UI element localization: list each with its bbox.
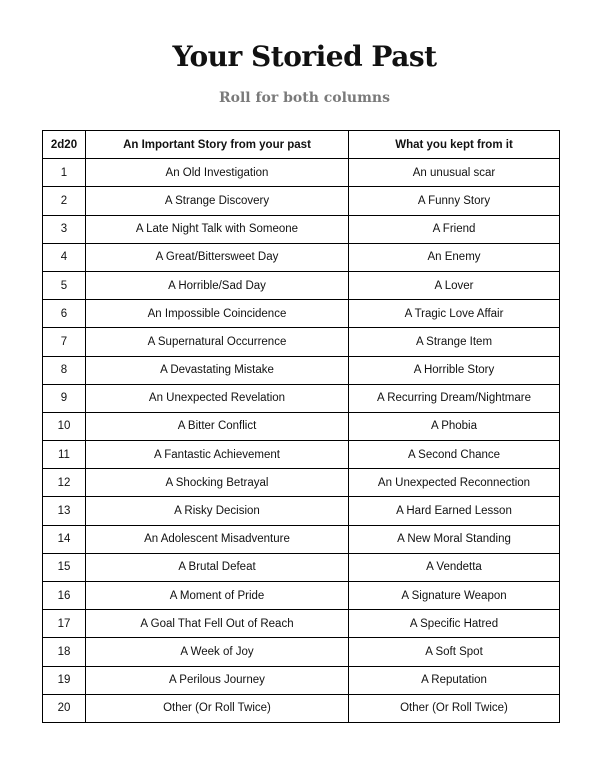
table-row: 20 Other (Or Roll Twice) Other (Or Roll Tw… [42,693,560,723]
story-cell: A Fantastic Achievement [85,440,349,470]
kept-cell: A Funny Story [348,186,560,216]
kept-cell: A Lover [348,270,560,301]
kept-cell: A Tragic Love Affair [348,299,560,329]
roll-number: 3 [42,214,86,244]
roll-table: 2d20 An Important Story from your past W… [42,129,560,723]
story-cell: A Week of Joy [85,637,349,667]
story-cell: A Brutal Defeat [85,552,349,583]
roll-number: 19 [42,665,86,695]
roll-number: 18 [42,637,86,667]
story-cell: A Bitter Conflict [85,411,349,442]
kept-cell: A New Moral Standing [348,524,560,554]
kept-cell: An Enemy [348,242,560,272]
kept-cell: A Soft Spot [348,637,560,667]
kept-cell: A Recurring Dream/Nightmare [348,383,560,413]
roll-number: 16 [42,580,86,611]
table-row: 18 A Week of Joy A Soft Spot [42,637,560,667]
kept-cell: A Strange Item [348,327,560,357]
table-row: 6 An Impossible Coincidence A Tragic Love … [42,299,560,329]
story-cell: A Late Night Talk with Someone [85,214,349,244]
roll-number: 15 [42,552,86,583]
story-cell: A Goal That Fell Out of Reach [85,609,349,639]
page-title: Your Storied Past [172,40,437,73]
table-row: 15 A Brutal Defeat A Vendetta [42,552,560,583]
story-cell: An Impossible Coincidence [85,299,349,329]
kept-cell: A Signature Weapon [348,580,560,611]
kept-cell: A Specific Hatred [348,609,560,639]
story-cell: A Devastating Mistake [85,355,349,385]
header-story: An Important Story from your past [85,129,349,160]
story-cell: An Adolescent Misadventure [85,524,349,554]
roll-number: 4 [42,242,86,272]
story-cell: A Shocking Betrayal [85,468,349,498]
story-cell: A Supernatural Occurrence [85,327,349,357]
roll-number: 12 [42,468,86,498]
header-dice: 2d20 [42,129,86,160]
table-row: 1 An Old Investigation An unusual scar [42,158,560,188]
story-cell: An Unexpected Revelation [85,383,349,413]
kept-cell: Other (Or Roll Twice) [348,693,560,723]
header-kept: What you kept from it [348,129,560,160]
kept-cell: A Vendetta [348,552,560,583]
kept-cell: A Horrible Story [348,355,560,385]
story-cell: An Old Investigation [85,158,349,188]
kept-cell: An Unexpected Reconnection [348,468,560,498]
story-cell: Other (Or Roll Twice) [85,693,349,723]
roll-number: 8 [42,355,86,385]
roll-number: 6 [42,299,86,329]
table-row: 19 A Perilous Journey A Reputation [42,665,560,695]
roll-number: 10 [42,411,86,442]
roll-number: 14 [42,524,86,554]
table-row: 10 A Bitter Conflict A Phobia [42,411,560,442]
roll-number: 13 [42,496,86,526]
roll-number: 9 [42,383,86,413]
kept-cell: A Friend [348,214,560,244]
story-cell: A Moment of Pride [85,580,349,611]
roll-number: 1 [42,158,86,188]
table-row: 16 A Moment of Pride A Signature Weapon [42,580,560,611]
roll-number: 17 [42,609,86,639]
table-row: 13 A Risky Decision A Hard Earned Lesson [42,496,560,526]
kept-cell: An unusual scar [348,158,560,188]
story-cell: A Great/Bittersweet Day [85,242,349,272]
kept-cell: A Reputation [348,665,560,695]
page-subtitle: Roll for both columns [219,90,390,106]
roll-number: 11 [42,440,86,470]
roll-number: 5 [42,270,86,301]
table-header-row: 2d20 An Important Story from your past W… [42,129,560,160]
kept-cell: A Hard Earned Lesson [348,496,560,526]
roll-number: 20 [42,693,86,723]
table-row: 12 A Shocking Betrayal An Unexpected Recon… [42,468,560,498]
table-row: 11 A Fantastic Achievement A Second Chance [42,440,560,470]
story-cell: A Perilous Journey [85,665,349,695]
story-cell: A Horrible/Sad Day [85,270,349,301]
table-row: 9 An Unexpected Revelation A Recurring Dre… [42,383,560,413]
kept-cell: A Phobia [348,411,560,442]
kept-cell: A Second Chance [348,440,560,470]
table-row: 17 A Goal That Fell Out of Reach A Specifi… [42,609,560,639]
table-row: 14 An Adolescent Misadventure A New Moral … [42,524,560,554]
roll-number: 7 [42,327,86,357]
story-cell: A Strange Discovery [85,186,349,216]
story-cell: A Risky Decision [85,496,349,526]
roll-number: 2 [42,186,86,216]
